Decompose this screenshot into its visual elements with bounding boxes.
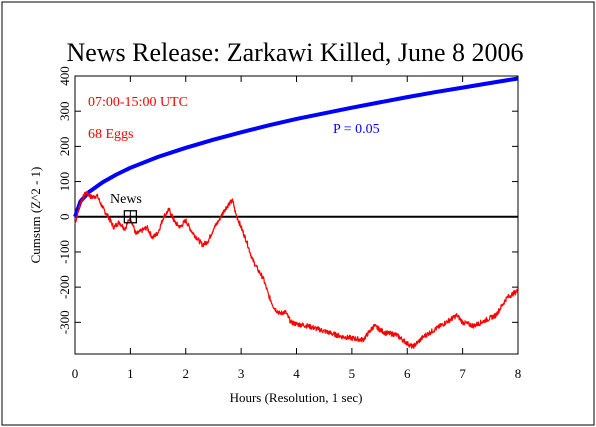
chart-title: News Release: Zarkawi Killed, June 8 200… <box>66 38 523 67</box>
y-tick-label: -100 <box>57 240 72 264</box>
y-axis-label: Cumsum (Z^2 - 1) <box>28 167 43 264</box>
egg-count-annotation: 68 Eggs <box>88 127 134 142</box>
cumulative-deviation-line <box>74 190 519 349</box>
probability-envelope-line <box>73 76 519 218</box>
x-tick-label: 1 <box>127 366 134 381</box>
x-axis-label: Hours (Resolution, 1 sec) <box>230 390 363 405</box>
x-tick-label: 2 <box>183 366 190 381</box>
x-tick-label: 6 <box>404 366 411 381</box>
y-tick-label: 0 <box>57 214 72 221</box>
y-tick-label: 200 <box>57 137 72 157</box>
y-tick-label: 300 <box>57 101 72 121</box>
news-label: News <box>110 192 142 207</box>
x-tick-label: 5 <box>349 366 356 381</box>
x-tick-label: 8 <box>515 366 522 381</box>
x-axis: 0 1 2 3 4 5 6 7 8 <box>72 76 522 381</box>
y-tick-label: 100 <box>57 172 72 192</box>
y-tick-label: -200 <box>57 275 72 299</box>
y-tick-label: -300 <box>57 310 72 334</box>
y-tick-label: 400 <box>57 66 72 86</box>
time-range-annotation: 07:00-15:00 UTC <box>88 95 188 110</box>
x-tick-label: 4 <box>293 366 300 381</box>
x-tick-label: 3 <box>238 366 245 381</box>
probability-annotation: P = 0.05 <box>333 122 380 137</box>
x-tick-label: 0 <box>72 366 79 381</box>
y-axis: -300 -200 -100 0 100 200 300 400 <box>57 66 518 334</box>
x-tick-label: 7 <box>459 366 466 381</box>
